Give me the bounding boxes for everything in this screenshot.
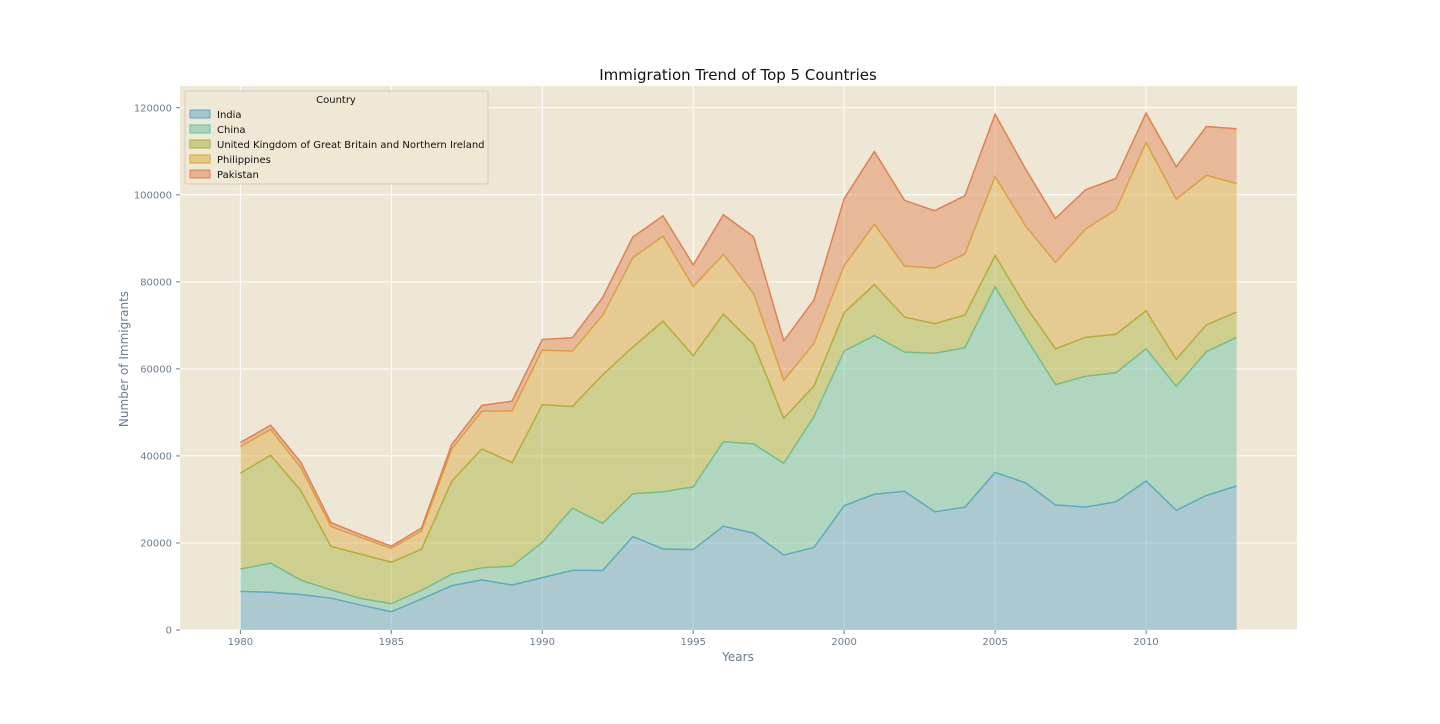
area-philippines: [240, 142, 1237, 563]
y-tick-label: 60000: [140, 364, 172, 375]
y-tick-label: 20000: [140, 538, 172, 549]
x-axis-label: Years: [721, 650, 754, 664]
legend-swatch: [189, 169, 211, 179]
x-tick-label: 2010: [1133, 637, 1158, 648]
legend: Country India China United Kingdom of Grea…: [184, 90, 489, 185]
series-line: [240, 285, 1237, 605]
x-tick-label: 1980: [228, 637, 253, 648]
area-united-kingdom-of-great-britain-and-northern-ireland: [240, 255, 1237, 604]
y-axis-label: Number of Immigrants: [117, 291, 131, 427]
legend-swatch: [189, 109, 211, 119]
legend-box: [184, 90, 489, 185]
chart-title: Immigration Trend of Top 5 Countries: [599, 66, 877, 84]
series-line: [240, 111, 1237, 548]
series-line: [240, 141, 1237, 550]
legend-swatch: [189, 124, 211, 134]
legend-swatch: [189, 154, 211, 164]
y-axis: 0 20000 40000 60000 80000 100000 120000: [134, 103, 180, 637]
y-tick-label: 40000: [140, 451, 172, 462]
y-tick-label: 100000: [134, 190, 172, 201]
legend-label: Pakistan: [217, 170, 259, 181]
legend-label: United Kingdom of Great Britain and Nort…: [217, 140, 485, 151]
legend-items: India China United Kingdom of Great Britai…: [189, 109, 485, 181]
legend-label: Philippines: [217, 155, 271, 166]
area-china: [240, 287, 1237, 612]
legend-title: Country: [316, 95, 356, 106]
area-pakistan: [240, 113, 1237, 549]
y-tick-label: 80000: [140, 277, 172, 288]
y-tick-label: 120000: [134, 103, 172, 114]
stacked-areas: [239, 111, 1237, 630]
legend-label: India: [217, 110, 242, 121]
x-tick-label: 2000: [831, 637, 856, 648]
legend-label: China: [217, 125, 246, 136]
series-line: [240, 471, 1237, 613]
x-tick-label: 1990: [530, 637, 555, 648]
x-tick-label: 1985: [379, 637, 404, 648]
x-tick-label: 2005: [982, 637, 1007, 648]
x-axis: 1980 1985 1990 1995 2000 2005 2010: [228, 630, 1159, 648]
x-tick-label: 1995: [680, 637, 705, 648]
series-line: [239, 253, 1237, 563]
area-india: [240, 472, 1237, 630]
legend-swatch: [189, 139, 211, 149]
y-tick-label: 0: [166, 626, 172, 637]
